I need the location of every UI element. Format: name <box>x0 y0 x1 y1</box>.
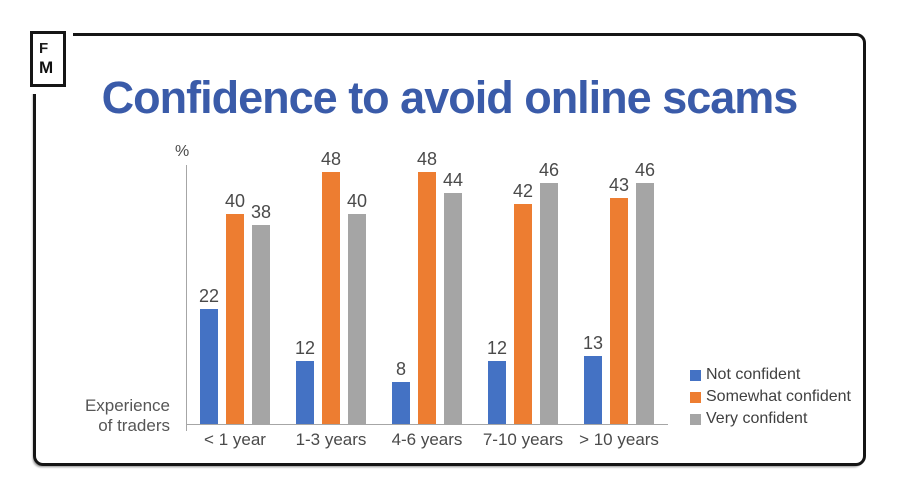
category-labels: < 1 year 1-3 years 4-6 years 7-10 years > 10… <box>186 430 668 450</box>
chart-title: Confidence to avoid online scams <box>101 72 799 123</box>
bar-group: 8 48 44 <box>392 149 464 424</box>
bar-group: 12 42 46 <box>486 159 560 424</box>
bar-column: 40 <box>224 191 246 424</box>
y-axis-unit-label: % <box>175 143 190 160</box>
category-label: < 1 year <box>204 430 266 449</box>
legend-item: Somewhat confident <box>690 388 851 406</box>
legend-swatch <box>690 413 701 425</box>
category-label: 4-6 years <box>391 430 463 449</box>
x-axis-title-line1: Experience <box>84 396 170 415</box>
brand-logo: F M <box>30 31 66 87</box>
bar-column: 42 <box>512 180 534 424</box>
bar-value-label: 48 <box>416 149 438 169</box>
bar <box>322 172 340 424</box>
bar-value-label: 8 <box>395 359 406 379</box>
bar <box>488 361 506 424</box>
bar-column: 48 <box>320 149 342 424</box>
bar <box>348 214 366 424</box>
bar-column: 48 <box>416 149 438 424</box>
bar-value-label: 22 <box>198 285 220 306</box>
bar-value-label: 42 <box>512 180 534 201</box>
legend-label: Not confident <box>706 366 801 383</box>
x-axis-line <box>186 424 668 425</box>
bar-value-label: 38 <box>250 201 272 222</box>
brand-logo-letter-f: F <box>39 40 49 58</box>
bar-group: 22 40 38 <box>198 191 272 424</box>
bar-group: 12 48 40 <box>294 149 368 424</box>
legend-swatch <box>690 369 701 381</box>
bar <box>226 214 244 424</box>
frame-border <box>33 33 866 466</box>
legend-item: Very confident <box>690 410 851 428</box>
bar-value-label: 12 <box>486 338 508 358</box>
bar-column: 8 <box>392 359 410 424</box>
bar-value-label: 13 <box>582 332 604 353</box>
x-axis-title: Experience of traders <box>58 396 170 437</box>
bars-area: 22 40 38 12 48 40 8 48 44 12 42 46 13 43 46 <box>186 139 668 424</box>
legend-label: Somewhat confident <box>706 388 851 405</box>
bar-value-label: 48 <box>320 149 342 169</box>
category-label: > 10 years <box>579 430 659 449</box>
bar-column: 43 <box>608 175 630 424</box>
category-label: 1-3 years <box>295 430 367 449</box>
bar-value-label: 46 <box>538 159 560 180</box>
x-axis-title-line2: of traders <box>98 416 170 436</box>
brand-logo-letter-m: M <box>39 57 54 77</box>
bar <box>636 182 654 424</box>
bar <box>444 193 462 424</box>
bar-value-label: 40 <box>224 191 246 211</box>
bar-column: 44 <box>442 170 464 424</box>
bar <box>514 203 532 424</box>
bar-column: 38 <box>250 201 272 424</box>
bar <box>200 308 218 424</box>
bar <box>296 361 314 424</box>
bar-column: 40 <box>346 191 368 424</box>
bar-value-label: 46 <box>634 159 656 180</box>
bar-column: 22 <box>198 285 220 424</box>
bar-group: 13 43 46 <box>582 159 656 424</box>
bar <box>392 382 410 424</box>
legend-swatch <box>690 391 701 403</box>
legend-item: Not confident <box>690 366 851 384</box>
bar <box>418 172 436 424</box>
bar-column: 46 <box>634 159 656 424</box>
bar-column: 12 <box>294 338 316 424</box>
bar-value-label: 44 <box>442 170 464 190</box>
legend-label: Very confident <box>706 410 808 427</box>
category-label: 7-10 years <box>482 430 564 449</box>
bar <box>252 224 270 424</box>
bar-value-label: 40 <box>346 191 368 211</box>
bar-column: 46 <box>538 159 560 424</box>
bar <box>540 182 558 424</box>
bar <box>610 198 628 424</box>
bar-column: 12 <box>486 338 508 424</box>
bar-value-label: 12 <box>294 338 316 358</box>
y-axis-line <box>186 165 187 431</box>
bar-value-label: 43 <box>608 175 630 196</box>
legend: Not confident Somewhat confident Very conf… <box>690 366 851 432</box>
bar <box>584 355 602 424</box>
bar-column: 13 <box>582 332 604 424</box>
